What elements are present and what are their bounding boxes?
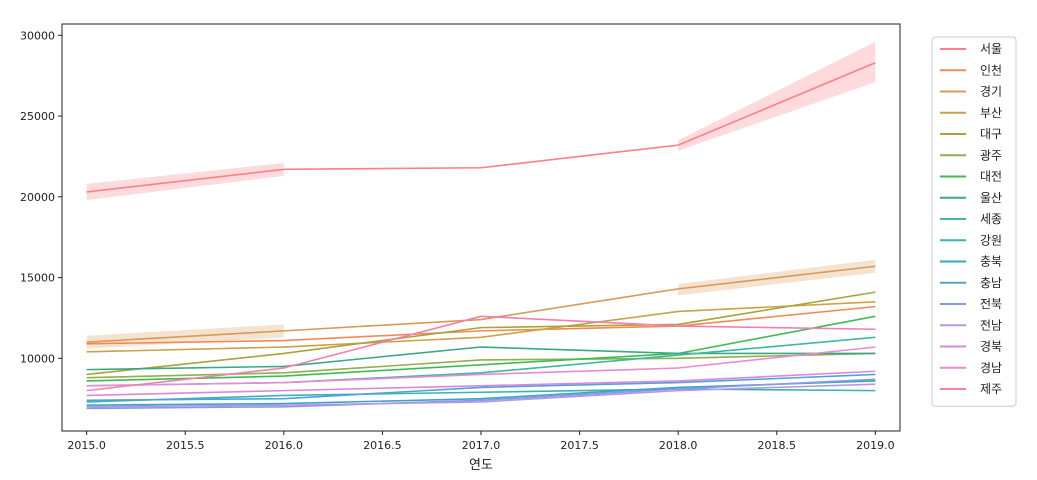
legend-item-label: 충남 [980, 276, 1002, 290]
series-line-13 [86, 383, 876, 408]
y-tick-label: 25000 [20, 110, 55, 123]
series-line-2 [86, 265, 876, 343]
series-line-12 [86, 378, 876, 410]
ci-band-0-0 [86, 162, 284, 201]
legend-box [931, 36, 1017, 407]
legend-item-label: 경기 [980, 85, 1002, 99]
x-axis-label: 연도 [469, 458, 493, 473]
legend-item-label: 부산 [980, 106, 1002, 120]
y-tick-label: 20000 [20, 191, 55, 204]
legend-item-label: 대구 [980, 127, 1002, 141]
series-line-14 [86, 370, 876, 397]
x-tick-label: 2017.5 [560, 439, 599, 452]
plot-area-frame [61, 23, 901, 432]
x-tick-label: 2018.5 [758, 439, 797, 452]
series-line-0 [86, 62, 876, 193]
x-tick-label: 2016.5 [363, 439, 402, 452]
x-tick-label: 2015.0 [67, 439, 106, 452]
legend-item-label: 광주 [980, 148, 1002, 162]
legend-item-label: 세종 [980, 212, 1002, 226]
series-line-4 [86, 291, 876, 376]
x-tick-label: 2017.0 [462, 439, 501, 452]
legend-item-label: 충북 [980, 255, 1002, 269]
legend-item-label: 인천 [980, 62, 1002, 77]
y-tick-label: 15000 [20, 272, 55, 285]
y-tick-label: 10000 [20, 352, 55, 365]
y-axis-ticks: 10000 15000 20000 25000 30000 [20, 29, 62, 365]
x-tick-label: 2018.0 [659, 439, 698, 452]
x-axis-ticks: 2015.0 2015.5 2016.0 2016.5 2017.0 2017.5 2018… [67, 431, 895, 452]
series-line-1 [86, 305, 876, 345]
legend-item-label: 제주 [980, 382, 1002, 396]
y-tick-label: 30000 [20, 29, 55, 42]
legend-item-label: 울산 [980, 191, 1002, 205]
x-tick-label: 2015.5 [166, 439, 205, 452]
legend-item-label: 경남 [980, 361, 1002, 375]
series-line-3 [86, 300, 876, 353]
confidence-bands [86, 41, 876, 349]
series-line-6 [86, 315, 876, 382]
x-tick-label: 2019.0 [856, 439, 895, 452]
legend-item-label: 대전 [980, 170, 1002, 184]
ci-band-0-3 [678, 41, 876, 151]
series-line-7 [86, 346, 876, 371]
legend-item-label: 서울 [980, 42, 1002, 56]
x-tick-label: 2016.0 [265, 439, 304, 452]
legend-item-label: 전북 [980, 297, 1002, 311]
legend-item-label: 경북 [980, 340, 1002, 354]
series-line-16 [86, 315, 876, 392]
series-line-9 [86, 388, 876, 403]
legend-item-label: 전남 [980, 318, 1002, 332]
series-line-15 [86, 346, 876, 387]
series-line-11 [86, 373, 876, 402]
series-lines [86, 62, 876, 410]
legend-item-label: 강원 [980, 233, 1002, 247]
series-line-5 [86, 352, 876, 379]
